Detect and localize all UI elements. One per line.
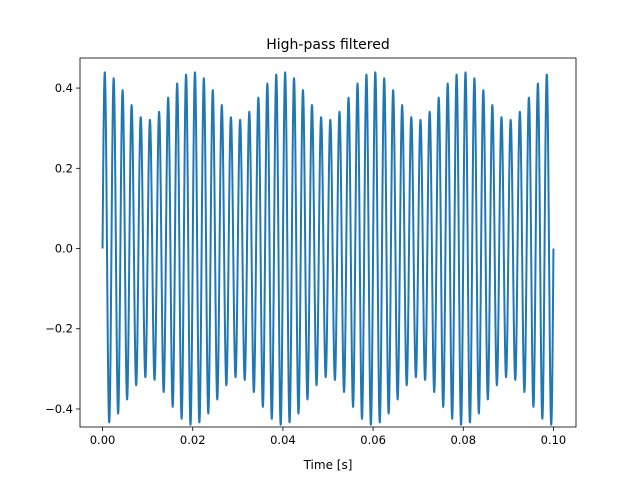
x-tick-label: 0.02 xyxy=(180,433,206,447)
x-axis-label: Time [s] xyxy=(303,458,353,472)
chart-title: High-pass filtered xyxy=(266,37,390,53)
series-layer xyxy=(101,71,555,426)
series-line-0 xyxy=(101,71,555,426)
x-tick-label: 0.00 xyxy=(90,433,116,447)
x-tick-label: 0.04 xyxy=(270,433,296,447)
y-tick-label: −0.2 xyxy=(45,322,73,336)
y-tick-label: 0.0 xyxy=(55,242,73,256)
x-axis: 0.00 0.02 0.04 0.06 0.08 0.10 xyxy=(90,427,567,447)
x-tick-label: 0.08 xyxy=(450,433,476,447)
axes-frame xyxy=(79,57,577,428)
x-tick-label: 0.10 xyxy=(541,433,567,447)
y-tick-label: 0.2 xyxy=(55,161,73,175)
y-tick-label: −0.4 xyxy=(45,402,73,416)
x-tick-label: 0.06 xyxy=(360,433,386,447)
y-axis: −0.4 −0.2 0.0 0.2 0.4 xyxy=(45,81,80,416)
y-tick-label: 0.4 xyxy=(55,81,73,95)
